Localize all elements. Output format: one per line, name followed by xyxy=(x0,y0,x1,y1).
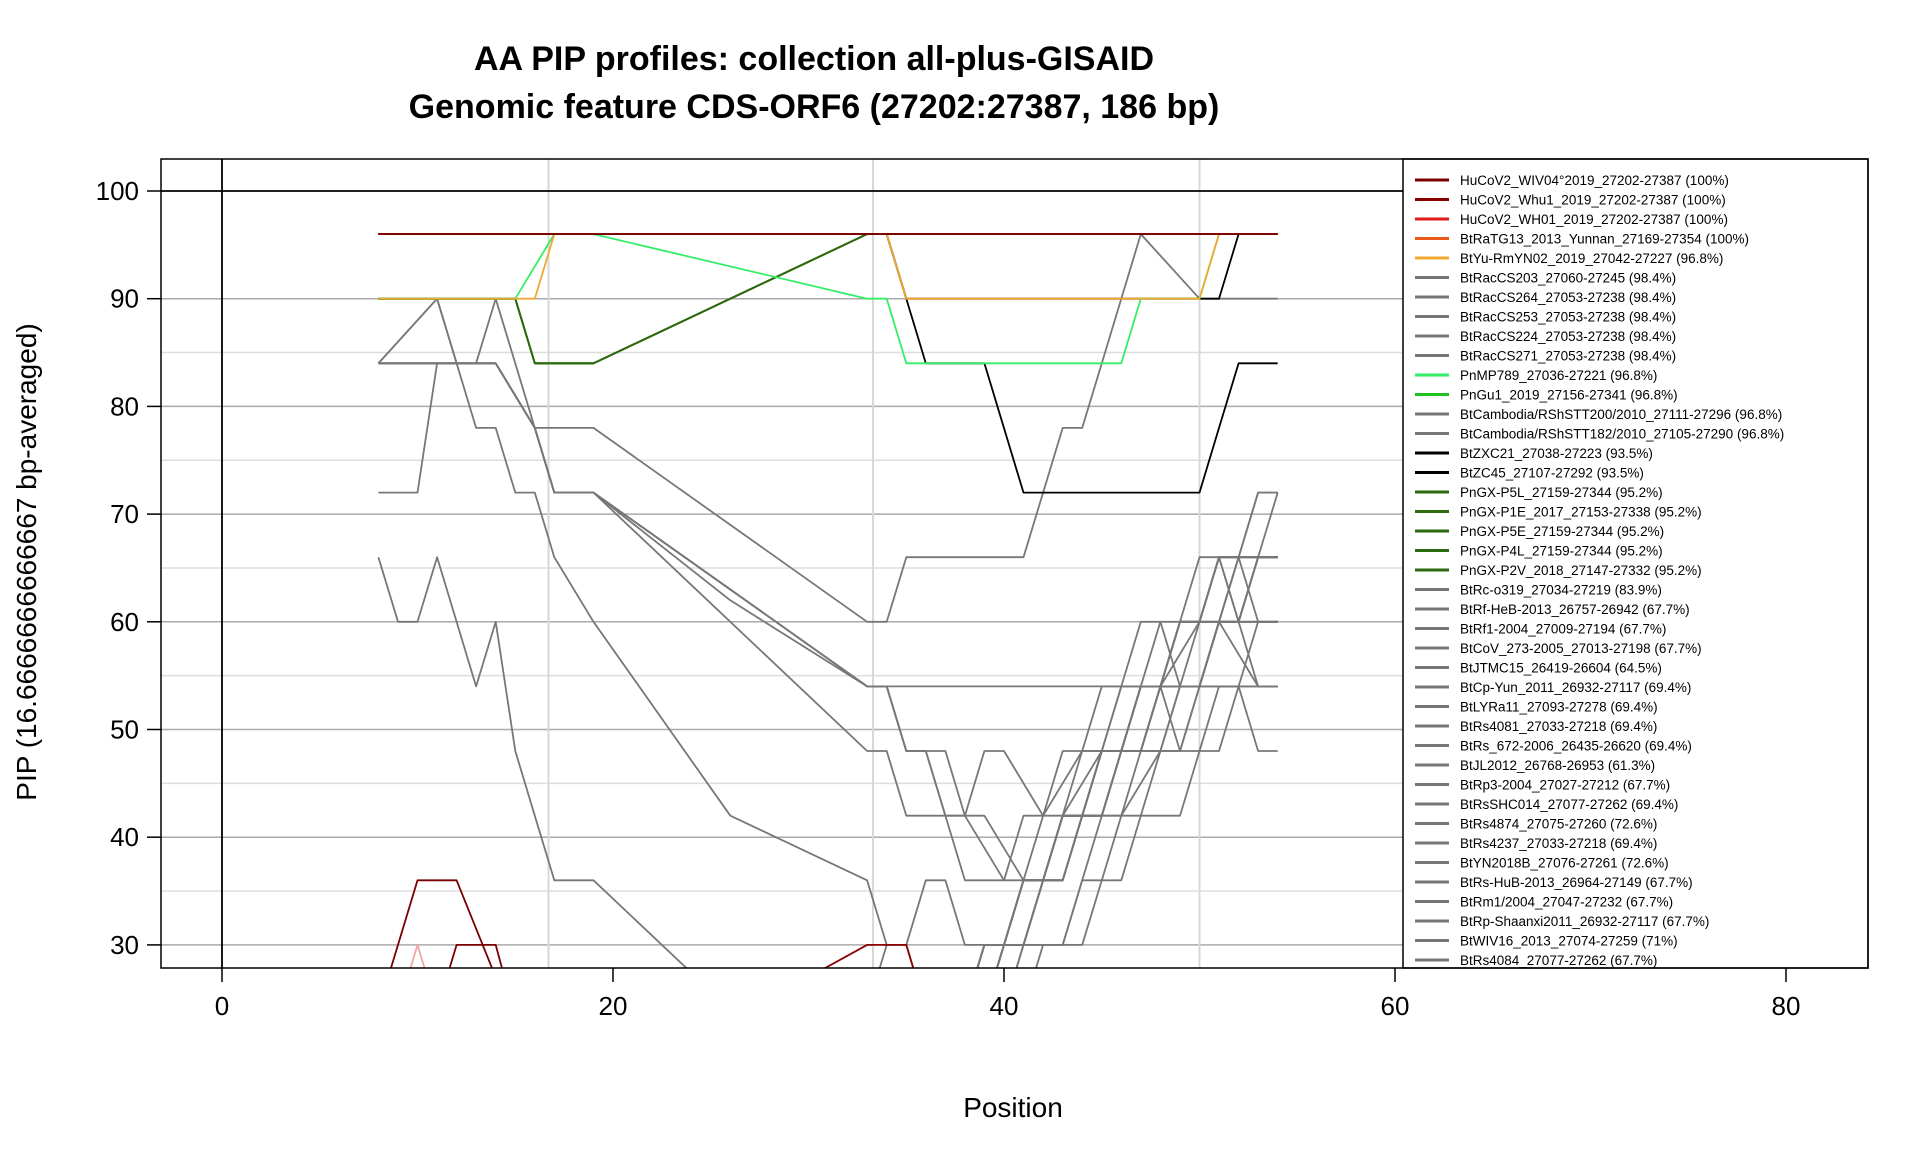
legend-label: BtRf1-2004_27009-27194 (67.7%) xyxy=(1460,622,1666,637)
series-line xyxy=(378,233,1278,494)
legend-label: BtJTMC15_26419-26604 (64.5%) xyxy=(1460,661,1662,676)
series-line xyxy=(1035,685,1278,968)
legend-label: BtRacCS203_27060-27245 (98.4%) xyxy=(1460,271,1676,286)
x-tick-label: 60 xyxy=(1381,991,1410,1021)
legend-label: BtCoV_273-2005_27013-27198 (67.7%) xyxy=(1460,641,1702,656)
series-line xyxy=(390,879,493,968)
legend-label: PnGX-P5E_27159-27344 (95.2%) xyxy=(1460,524,1664,539)
legend-label: BtYu-RmYN02_2019_27042-27227 (96.8%) xyxy=(1460,251,1723,266)
legend-label: HuCoV2_WH01_2019_27202-27387 (100%) xyxy=(1460,212,1728,227)
legend-label: HuCoV2_WIV04°2019_27202-27387 (100%) xyxy=(1460,173,1729,188)
axes: 0 20 40 60 80 30 40 50 60 70 80 90 100 xyxy=(96,176,1801,1021)
legend-label: BtRs4874_27075-27260 (72.6%) xyxy=(1460,817,1657,832)
legend-label: BtYN2018B_27076-27261 (72.6%) xyxy=(1460,856,1669,871)
legend-label: PnMP789_27036-27221 (96.8%) xyxy=(1460,368,1657,383)
x-tick-label: 20 xyxy=(599,991,628,1021)
legend-label: BtRs_672-2006_26435-26620 (69.4%) xyxy=(1460,739,1692,754)
legend-label: BtRacCS264_27053-27238 (98.4%) xyxy=(1460,290,1676,305)
series-line xyxy=(377,556,688,968)
series-line xyxy=(409,944,426,968)
legend-label: PnGX-P2V_2018_27147-27332 (95.2%) xyxy=(1460,563,1702,578)
series-line xyxy=(377,233,1278,623)
plot-frame xyxy=(160,158,1869,969)
legend-box xyxy=(1402,158,1869,969)
chart-subtitle: Genomic feature CDS-ORF6 (27202:27387, 1… xyxy=(409,88,1220,126)
legend-label: BtZXC21_27038-27223 (93.5%) xyxy=(1460,446,1653,461)
legend-label: BtRs4084_27077-27262 (67.7%) xyxy=(1460,953,1657,968)
legend-label: BtRf-HeB-2013_26757-26942 (67.7%) xyxy=(1460,602,1690,617)
legend-label: BtZC45_27107-27292 (93.5%) xyxy=(1460,466,1644,481)
legend-label: BtRaTG13_2013_Yunnan_27169-27354 (100%) xyxy=(1460,232,1749,247)
legend-label: PnGX-P5L_27159-27344 (95.2%) xyxy=(1460,485,1663,500)
legend-label: BtRs-HuB-2013_26964-27149 (67.7%) xyxy=(1460,875,1693,890)
y-tick-label: 60 xyxy=(110,607,139,637)
legend-label: BtRacCS271_27053-27238 (98.4%) xyxy=(1460,349,1676,364)
series-line xyxy=(378,362,1278,817)
series-line xyxy=(996,556,1278,968)
legend-label: BtRs4081_27033-27218 (69.4%) xyxy=(1460,719,1657,734)
legend-label: PnGX-P1E_2017_27153-27338 (95.2%) xyxy=(1460,505,1702,520)
legend-label: BtRp-Shaanxi2011_26932-27117 (67.7%) xyxy=(1460,914,1709,929)
series-line xyxy=(378,362,1278,946)
y-tick-label: 40 xyxy=(110,822,139,852)
series-line xyxy=(976,492,1279,968)
series-group xyxy=(377,233,1279,968)
legend-label: BtRs4237_27033-27218 (69.4%) xyxy=(1460,836,1657,851)
legend: HuCoV2_WIV04°2019_27202-27387 (100%) HuCo… xyxy=(1415,173,1784,968)
y-tick-label: 70 xyxy=(110,499,139,529)
legend-label: HuCoV2_Whu1_2019_27202-27387 (100%) xyxy=(1460,193,1726,208)
legend-label: PnGX-P4L_27159-27344 (95.2%) xyxy=(1460,544,1663,559)
legend-label: BtRacCS224_27053-27238 (98.4%) xyxy=(1460,329,1676,344)
x-tick-label: 0 xyxy=(215,991,229,1021)
x-axis-title: Position xyxy=(963,1092,1063,1123)
y-tick-label: 100 xyxy=(96,176,139,206)
legend-label: PnGu1_2019_27156-27341 (96.8%) xyxy=(1460,388,1678,403)
legend-label: BtLYRa11_27093-27278 (69.4%) xyxy=(1460,700,1658,715)
legend-label: BtRc-o319_27034-27219 (83.9%) xyxy=(1460,583,1662,598)
chart-title: AA PIP profiles: collection all-plus-GIS… xyxy=(474,40,1154,78)
x-tick-label: 40 xyxy=(990,991,1019,1021)
legend-label: BtJL2012_26768-26953 (61.3%) xyxy=(1460,758,1655,773)
legend-label: BtCambodia/RShSTT200/2010_27111-27296 (9… xyxy=(1460,407,1782,422)
y-tick-label: 50 xyxy=(110,715,139,745)
legend-label: BtRp3-2004_27027-27212 (67.7%) xyxy=(1460,778,1670,793)
legend-label: BtRacCS253_27053-27238 (98.4%) xyxy=(1460,310,1676,325)
x-tick-label: 80 xyxy=(1772,991,1801,1021)
y-tick-label: 90 xyxy=(110,284,139,314)
legend-label: BtWIV16_2013_27074-27259 (71%) xyxy=(1460,934,1678,949)
series-line xyxy=(823,944,915,968)
legend-label: BtCambodia/RShSTT182/2010_27105-27290 (9… xyxy=(1460,427,1784,442)
y-axis-title: PIP (16.6666666666667 bp-averaged) xyxy=(11,323,42,800)
y-tick-label: 30 xyxy=(110,930,139,960)
legend-label: BtCp-Yun_2011_26932-27117 (69.4%) xyxy=(1460,680,1691,695)
legend-label: BtRsSHC014_27077-27262 (69.4%) xyxy=(1460,797,1678,812)
legend-label: BtRm1/2004_27047-27232 (67.7%) xyxy=(1460,895,1673,910)
series-line xyxy=(448,944,503,968)
y-tick-label: 80 xyxy=(110,391,139,421)
